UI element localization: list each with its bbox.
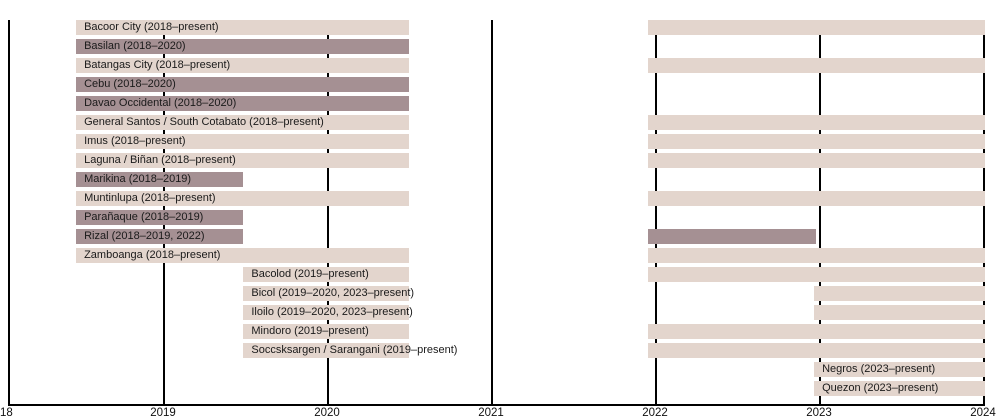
team-label: Rizal (2018–2019, 2022) <box>84 230 205 242</box>
year-gridline <box>819 20 821 406</box>
timeline-bar-segment <box>814 362 985 377</box>
timeline-bar-segment <box>243 305 409 320</box>
timeline-bar-segment <box>648 248 985 263</box>
timeline-bar-segment <box>76 172 244 187</box>
timeline-bar-segment <box>76 20 409 35</box>
timeline-bar-segment <box>76 39 409 54</box>
timeline-bar-segment <box>243 267 409 282</box>
team-label: Parañaque (2018–2019) <box>84 211 204 223</box>
timeline-bar-segment <box>814 381 985 396</box>
timeline-bar-segment <box>648 343 985 358</box>
axis-tick-label: 2024 <box>970 407 996 419</box>
team-label: Imus (2018–present) <box>84 135 186 147</box>
team-label: Negros (2023–present) <box>822 363 936 375</box>
axis-tick-label: 2020 <box>314 407 340 419</box>
timeline-bar-segment <box>648 229 816 244</box>
axis-tick-label: 2019 <box>150 407 176 419</box>
timeline-bar-segment <box>76 210 244 225</box>
year-gridline <box>655 20 657 406</box>
timeline-bar-segment <box>648 58 985 73</box>
team-label: Laguna / Biñan (2018–present) <box>84 154 236 166</box>
axis-tick-label: 2023 <box>806 407 832 419</box>
x-axis-line <box>8 404 985 406</box>
timeline-bar-segment <box>76 229 244 244</box>
plot-right-border <box>983 20 985 406</box>
team-label: Bacoor City (2018–present) <box>84 21 219 33</box>
timeline-bar-segment <box>76 248 409 263</box>
timeline-bar-segment <box>76 77 409 92</box>
timeline-bar-segment <box>76 191 409 206</box>
timeline-bar-segment <box>814 305 985 320</box>
team-label: Zamboanga (2018–present) <box>84 249 221 261</box>
team-label: Mindoro (2019–present) <box>251 325 369 337</box>
timeline-bar-segment <box>648 20 985 35</box>
timeline-bar-segment <box>243 343 409 358</box>
axis-tick-label: 18 <box>0 407 13 419</box>
timeline-bar-segment <box>243 324 409 339</box>
timeline-bar-segment <box>76 58 409 73</box>
timeline-bar-segment <box>814 286 985 301</box>
timeline-bar-segment <box>76 115 409 130</box>
axis-tick-label: 2022 <box>642 407 668 419</box>
timeline-bar-segment <box>76 96 409 111</box>
team-label: Cebu (2018–2020) <box>84 78 176 90</box>
team-label: Batangas City (2018–present) <box>84 59 231 71</box>
timeline-bar-segment <box>243 286 409 301</box>
year-gridline <box>327 20 329 406</box>
timeline-bar-segment <box>76 153 409 168</box>
team-label: Basilan (2018–2020) <box>84 40 186 52</box>
timeline-bar-segment <box>76 134 409 149</box>
timeline-bar-segment <box>648 191 985 206</box>
timeline-bar-segment <box>648 115 985 130</box>
axis-tick-label: 2021 <box>478 407 504 419</box>
team-label: Soccsksargen / Sarangani (2019–present) <box>251 344 458 356</box>
year-gridline <box>491 20 493 406</box>
team-label: General Santos / South Cotabato (2018–pr… <box>84 116 324 128</box>
team-label: Marikina (2018–2019) <box>84 173 192 185</box>
team-label: Iloilo (2019–2020, 2023–present) <box>251 306 413 318</box>
plot-left-border <box>8 20 10 406</box>
team-label: Quezon (2023–present) <box>822 382 939 394</box>
team-label: Bicol (2019–2020, 2023–present) <box>251 287 415 299</box>
team-label: Muntinlupa (2018–present) <box>84 192 216 204</box>
timeline-bar-segment <box>648 324 985 339</box>
team-label: Davao Occidental (2018–2020) <box>84 97 237 109</box>
team-label: Bacolod (2019–present) <box>251 268 369 280</box>
timeline-bar-segment <box>648 267 985 282</box>
timeline-bar-segment <box>648 134 985 149</box>
timeline-bar-segment <box>648 153 985 168</box>
